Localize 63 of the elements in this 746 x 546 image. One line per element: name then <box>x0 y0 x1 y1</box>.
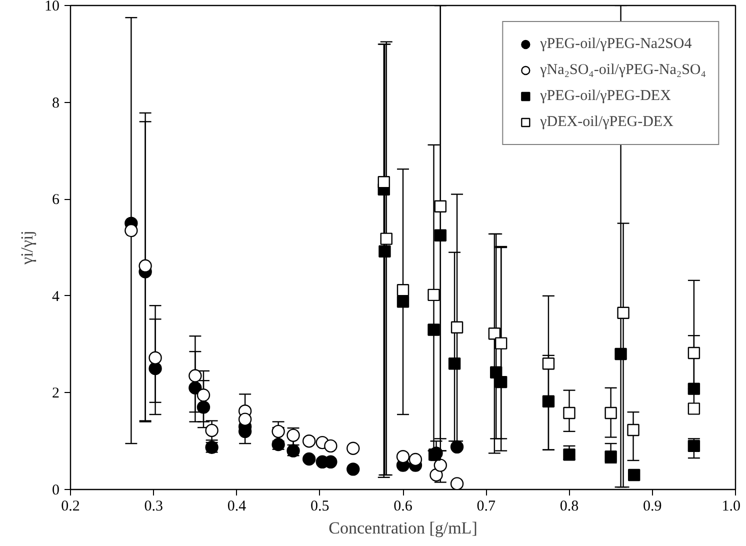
legend-label: γPEG-oil/γPEG-DEX <box>540 88 671 104</box>
point <box>563 406 576 420</box>
point <box>488 328 501 340</box>
point <box>450 440 464 454</box>
point <box>124 224 138 238</box>
y-axis-title: γi/γij <box>18 230 36 266</box>
point <box>378 176 390 188</box>
legend-label: γDEX-oil/γPEG-DEX <box>540 114 674 130</box>
point <box>688 382 700 395</box>
point <box>604 450 617 463</box>
point <box>434 200 447 212</box>
point <box>148 351 162 364</box>
x-tick-label: 0.8 <box>560 498 579 514</box>
point <box>428 288 440 302</box>
point <box>302 434 316 448</box>
x-tick-label: 1.0 <box>722 498 740 514</box>
y-tick-label: 8 <box>52 95 60 112</box>
x-tick-label: 0.3 <box>144 498 163 514</box>
y-tick-label: 2 <box>52 386 60 402</box>
point <box>396 284 410 296</box>
point <box>617 306 630 319</box>
x-tick-label: 0.7 <box>476 498 496 514</box>
point <box>688 402 700 415</box>
point <box>450 477 464 490</box>
x-tick-label: 0.4 <box>227 498 247 514</box>
point <box>272 438 285 452</box>
point <box>324 439 338 453</box>
point <box>380 232 392 245</box>
x-axis-title: Concentration [g/mL] <box>328 518 478 538</box>
point <box>434 458 448 472</box>
point <box>494 337 508 350</box>
point <box>688 440 700 452</box>
legend-label: γNa₂SO₄-oil/γPEG-Na₂SO₄ <box>540 62 706 78</box>
point <box>428 324 440 336</box>
y-tick-label: 0 <box>52 482 60 498</box>
legend-label: γPEG-oil/γPEG-Na2SO4 <box>540 36 692 52</box>
point <box>286 444 300 458</box>
y-tick-label: 4 <box>52 288 60 305</box>
point <box>346 462 360 476</box>
point <box>138 259 152 272</box>
point <box>346 442 360 455</box>
y-tick-label: 6 <box>52 192 60 208</box>
point <box>302 452 316 466</box>
x-tick-label: 0.2 <box>61 498 80 514</box>
x-tick-label: 0.9 <box>643 498 662 514</box>
point <box>196 388 210 402</box>
x-tick-label: 0.5 <box>310 498 330 514</box>
point <box>604 406 617 420</box>
x-tick-label: 0.6 <box>394 498 413 514</box>
point <box>627 424 640 436</box>
point <box>238 412 252 426</box>
point <box>408 452 422 466</box>
y-tick-label: 10 <box>44 0 60 14</box>
point <box>448 358 461 370</box>
point <box>205 424 218 438</box>
point <box>542 358 555 370</box>
point <box>450 321 464 334</box>
point <box>688 346 700 360</box>
point <box>430 468 443 482</box>
point <box>188 369 202 382</box>
point <box>563 448 576 461</box>
point <box>396 450 410 464</box>
point <box>628 468 640 482</box>
